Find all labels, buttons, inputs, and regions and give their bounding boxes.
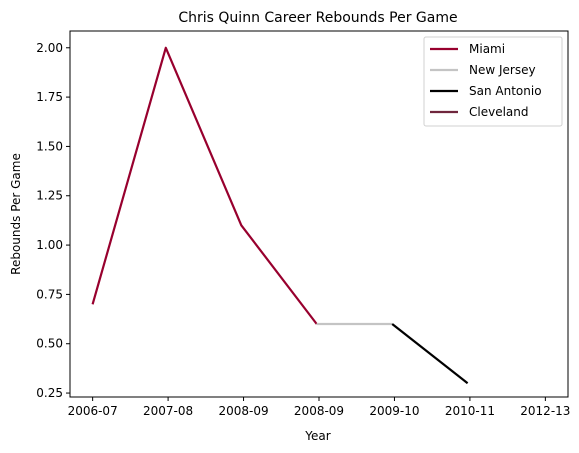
y-tick-label: 1.25 xyxy=(36,189,63,203)
y-tick-label: 0.75 xyxy=(36,287,63,301)
x-tick-label: 2008-09 xyxy=(294,404,344,418)
x-tick-label: 2007-08 xyxy=(143,404,193,418)
x-tick-label: 2012-13 xyxy=(520,404,570,418)
y-tick-label: 1.00 xyxy=(36,238,63,252)
legend-label: Cleveland xyxy=(469,105,529,119)
legend-items: Miami New Jersey San Antonio Cleveland xyxy=(430,42,542,119)
series-line-miami xyxy=(91,46,318,325)
x-axis-ticks: 2006-07 2007-08 2008-09 2008-09 2009-10 2010-… xyxy=(68,397,570,418)
plot-area: 2006-07 2007-08 2008-09 2008-09 2009-10 2010-… xyxy=(36,30,570,418)
y-tick-label: 1.50 xyxy=(36,139,63,153)
x-tick-label: 2008-09 xyxy=(218,404,268,418)
legend-label: San Antonio xyxy=(469,84,542,98)
legend-label: Miami xyxy=(469,42,505,56)
y-tick-label: 0.50 xyxy=(36,337,63,351)
x-tick-label: 2010-11 xyxy=(445,404,495,418)
legend: Miami New Jersey San Antonio Cleveland xyxy=(423,36,563,127)
x-tick-label: 2006-07 xyxy=(68,404,118,418)
y-tick-label: 0.25 xyxy=(36,386,63,400)
y-tick-label: 1.75 xyxy=(36,90,63,104)
chart-title: Chris Quinn Career Rebounds Per Game xyxy=(178,10,457,26)
y-tick-label: 2.00 xyxy=(36,41,63,55)
y-axis-label: Rebounds Per Game xyxy=(9,153,23,275)
y-axis-ticks: 0.25 0.50 0.75 1.00 1.25 1.50 1.75 2.00 xyxy=(36,41,70,400)
legend-label: New Jersey xyxy=(469,63,536,77)
x-axis-label: Year xyxy=(304,429,330,443)
legend-box xyxy=(423,36,563,127)
x-tick-label: 2009-10 xyxy=(369,404,419,418)
series-line-san-antonio xyxy=(391,323,469,385)
series-layer xyxy=(91,46,469,385)
